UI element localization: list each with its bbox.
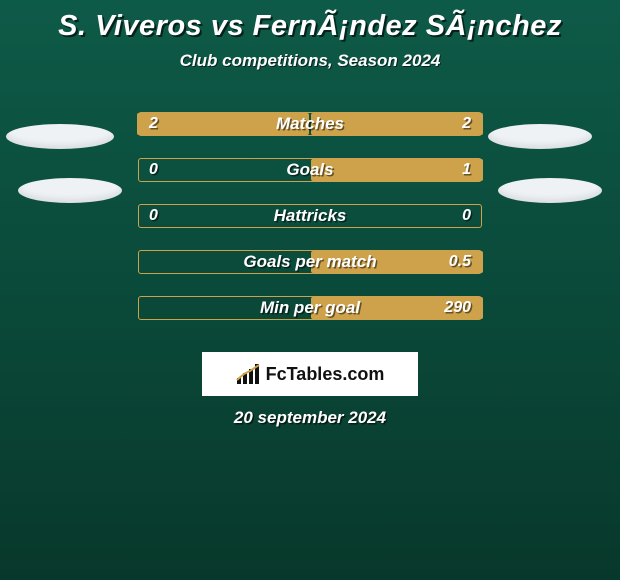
bar-track: Hattricks0 0 [138,204,482,228]
subtitle: Club competitions, Season 2024 [0,51,620,71]
bar-fill-right [311,297,483,319]
bar-fill-right [311,113,483,135]
bar-track: Goals01 [138,158,482,182]
avatar-ellipse [18,178,122,203]
bar-track: Min per goal290 [138,296,482,320]
badge-text: FcTables.com [266,364,385,385]
avatar-ellipse [498,178,602,203]
page-title: S. Viveros vs FernÃ¡ndez SÃ¡nchez [0,0,620,43]
fctables-badge: FcTables.com [202,352,418,396]
bar-fill-right [311,251,483,273]
avatar-ellipse [6,124,114,149]
stat-row: Hattricks0 0 [0,203,620,249]
bar-track: Goals per match0.5 [138,250,482,274]
bar-fill-left [137,113,309,135]
stat-row: Goals per match0.5 [0,249,620,295]
avatar-ellipse [488,124,592,149]
bar-value-left: 0 [149,159,158,181]
bar-track: Matches22 [138,112,482,136]
bar-value-left: 0 [149,205,158,227]
bar-fill-right [311,159,483,181]
date-text: 20 september 2024 [0,408,620,428]
bar-label: Hattricks [139,205,481,227]
bar-value-right: 0 [462,205,471,227]
bars-icon [236,362,262,386]
stat-row: Min per goal290 [0,295,620,341]
